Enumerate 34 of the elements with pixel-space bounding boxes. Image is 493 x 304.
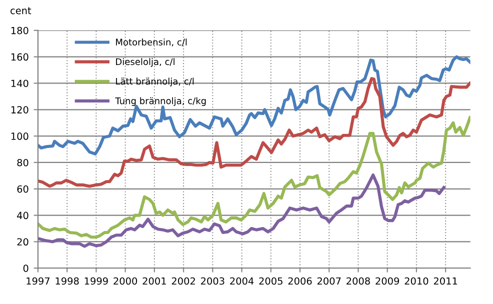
legend-label: Dieselolja, c/l (116, 58, 174, 67)
line-series (38, 77, 470, 188)
x-tick-label: 2003 (200, 277, 224, 285)
y-tick-label: 120 (11, 106, 28, 114)
y-axis-title: cent (10, 7, 32, 14)
x-tick-label: 2006 (288, 277, 312, 285)
y-tick-label: 160 (11, 53, 28, 61)
legend-label: Lätt brännolja, c/l (116, 78, 194, 86)
y-tick-label: 140 (11, 80, 28, 88)
y-tick-label: 60 (17, 185, 28, 193)
y-tick-label: 40 (17, 212, 28, 220)
y-tick-label: 180 (11, 26, 28, 34)
y-tick-label: 80 (17, 158, 28, 166)
line-series (38, 116, 470, 239)
y-tick-label: 0 (23, 264, 28, 272)
x-tick-label: 2008 (346, 277, 370, 285)
x-tick-label: 2007 (317, 277, 341, 285)
y-tick-label: 20 (17, 238, 28, 246)
x-tick-label: 1998 (56, 277, 79, 285)
x-tick-label: 2000 (114, 277, 138, 285)
legend-label: Motorbensin, c/l (116, 38, 187, 46)
x-tick-label: 2005 (259, 277, 282, 285)
x-tick-label: 2001 (142, 277, 166, 285)
line-series (38, 173, 446, 248)
x-tick-label: 1997 (26, 277, 50, 285)
x-tick-label: 2002 (172, 277, 195, 285)
y-tick-label: 100 (11, 132, 28, 140)
legend-label: Tung brännolja, c/kg (115, 97, 206, 106)
x-tick-label: 2004 (230, 277, 254, 285)
x-tick-label: 2010 (404, 277, 428, 285)
x-tick-label: 2009 (376, 277, 400, 285)
x-tick-label: 1999 (84, 277, 108, 285)
x-tick-label: 2011 (434, 277, 458, 285)
line-series (38, 55, 470, 156)
